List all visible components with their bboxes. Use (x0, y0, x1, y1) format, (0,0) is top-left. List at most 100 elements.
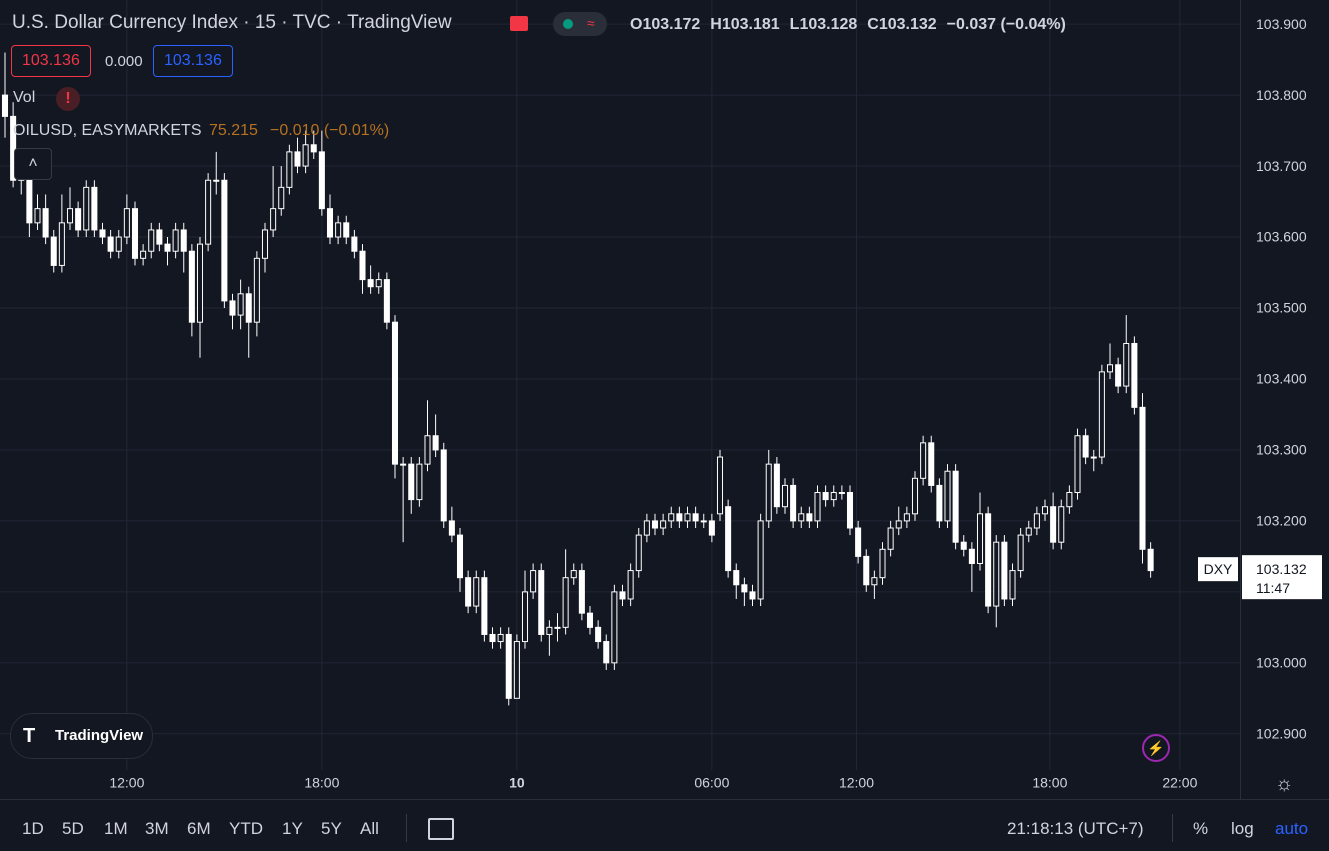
candle-body (50, 236, 57, 266)
candle-body (156, 229, 163, 245)
countdown: 11:47 (1256, 580, 1290, 596)
range-button[interactable]: 1M (104, 819, 128, 838)
settings-icon[interactable]: ☼ (1275, 773, 1294, 795)
candle-body (773, 463, 780, 508)
candle-body (359, 250, 366, 281)
candle-body (34, 208, 41, 224)
candle-body (391, 321, 399, 465)
alert-icon[interactable]: ⚡ (1142, 734, 1170, 762)
candle-body (1115, 364, 1122, 387)
candle-body (221, 179, 228, 302)
candle-body (716, 456, 724, 515)
candle-body (733, 570, 740, 586)
candle-body (643, 520, 650, 536)
candle-body (75, 208, 82, 231)
candle-body (668, 513, 675, 522)
candle-body (822, 492, 829, 501)
candle-body (229, 300, 236, 316)
candle-body (781, 484, 789, 508)
candle-body (855, 527, 862, 557)
auto-toggle[interactable]: auto (1275, 819, 1309, 838)
open: O103.172 (630, 16, 701, 33)
range-button[interactable]: 1D (22, 819, 44, 838)
candle-body (188, 250, 195, 323)
overlay-value: 75.215 (209, 122, 258, 139)
spread: 0.000 (105, 53, 143, 70)
y-tick-label: 102.900 (1256, 726, 1307, 742)
candle-body (1033, 513, 1040, 529)
candle-body (481, 577, 488, 635)
candle-body (676, 513, 683, 522)
x-tick-label: 12:00 (109, 775, 144, 791)
candle-body (651, 520, 659, 529)
candle-body (351, 236, 358, 252)
candle-body (1090, 456, 1097, 459)
candle-body (1131, 342, 1138, 408)
candle-body (107, 236, 114, 252)
candle-body (1017, 534, 1024, 572)
x-tick-label: 06:00 (694, 775, 729, 791)
logo-badge[interactable]: T TradingView (10, 713, 153, 759)
volume-indicator[interactable]: Vol (13, 89, 36, 106)
overlay-name[interactable]: OILUSD, EASYMARKETS (13, 122, 202, 139)
warning-icon[interactable]: ! (56, 87, 80, 111)
sell-button[interactable]: 103.136 (11, 45, 91, 77)
range-button[interactable]: 1Y (282, 819, 303, 838)
candle-body (968, 548, 975, 564)
candle-body (928, 442, 935, 486)
percent-toggle[interactable]: % (1193, 819, 1209, 838)
candle-body (993, 541, 1000, 607)
candle-body (1001, 541, 1008, 600)
candle-body (936, 484, 943, 522)
candle-body (261, 229, 269, 259)
range-button[interactable]: YTD (229, 819, 263, 838)
candle-body (123, 208, 130, 238)
range-button[interactable]: All (360, 819, 379, 838)
candle-body (1009, 570, 1016, 600)
candle-body (619, 591, 626, 600)
log-toggle[interactable]: log (1231, 819, 1254, 838)
range-button[interactable]: 3M (145, 819, 169, 838)
y-tick-label: 103.900 (1256, 16, 1307, 32)
status-pill[interactable]: ≈ (553, 12, 607, 36)
range-button[interactable]: 5D (62, 819, 84, 838)
candle-body (91, 186, 98, 231)
candle-body (871, 577, 878, 586)
ohlc-legend: O103.172 H103.181 L103.128 C103.132 −0.0… (630, 16, 1066, 34)
candle-body (806, 513, 813, 522)
x-tick-label: 18:00 (304, 775, 339, 791)
candle-body (58, 222, 65, 266)
candle-body (546, 626, 553, 635)
candle-body (749, 591, 756, 600)
y-tick-label: 103.600 (1256, 229, 1307, 245)
collapse-button[interactable]: ˄ (14, 148, 52, 180)
candle-body (684, 513, 691, 522)
candle-body (310, 144, 317, 153)
candle-body (432, 435, 439, 451)
candle-body (538, 570, 545, 635)
candle-body (448, 520, 455, 536)
candle-body (473, 577, 480, 607)
candle-body (570, 570, 577, 579)
buy-button[interactable]: 103.136 (153, 45, 233, 77)
candle-body (99, 229, 106, 238)
candle-body (213, 179, 220, 182)
candle-body (603, 641, 610, 664)
x-tick-label: 12:00 (839, 775, 874, 791)
date-range-icon[interactable] (428, 818, 454, 840)
candle-body (1058, 506, 1065, 543)
candle-body (903, 513, 910, 522)
candle-body (765, 463, 772, 522)
x-tick-label: 18:00 (1032, 775, 1067, 791)
candle-body (408, 463, 415, 501)
range-button[interactable]: 5Y (321, 819, 342, 838)
candle-body (1139, 406, 1146, 550)
candle-body (489, 633, 496, 643)
candle-body (465, 577, 472, 607)
symbol-title[interactable]: U.S. Dollar Currency Index · 15 · TVC · … (12, 12, 452, 33)
candle-body (627, 570, 634, 600)
range-button[interactable]: 6M (187, 819, 211, 838)
candle-body (1082, 435, 1089, 458)
candle-body (294, 151, 301, 167)
candle-body (895, 520, 902, 529)
